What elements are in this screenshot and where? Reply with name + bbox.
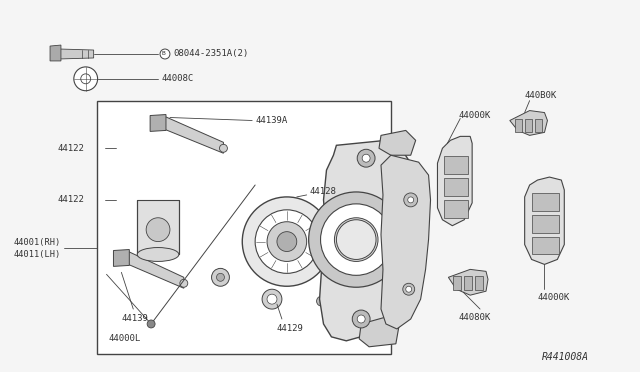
Text: 44139: 44139 <box>122 314 148 324</box>
Circle shape <box>346 230 366 250</box>
Circle shape <box>357 149 375 167</box>
Circle shape <box>357 315 365 323</box>
Circle shape <box>335 218 378 262</box>
Bar <box>464 276 472 290</box>
Circle shape <box>267 294 277 304</box>
Polygon shape <box>129 251 184 288</box>
Text: B: B <box>161 51 165 57</box>
Circle shape <box>212 268 229 286</box>
Circle shape <box>216 273 225 281</box>
Polygon shape <box>137 200 179 254</box>
Bar <box>97 101 391 354</box>
Circle shape <box>317 296 326 306</box>
Polygon shape <box>359 317 399 347</box>
Circle shape <box>146 218 170 241</box>
Circle shape <box>255 210 319 273</box>
Text: 44139A: 44139A <box>255 116 287 125</box>
Bar <box>532 215 559 232</box>
Text: 44000L: 44000L <box>109 334 141 343</box>
Polygon shape <box>379 131 415 155</box>
Circle shape <box>403 283 415 295</box>
Circle shape <box>74 67 98 91</box>
Circle shape <box>81 74 91 84</box>
Polygon shape <box>113 250 129 266</box>
Bar <box>534 119 541 132</box>
Bar <box>532 193 559 211</box>
Text: 44001(RH): 44001(RH) <box>13 238 61 247</box>
Bar <box>444 200 468 218</box>
Circle shape <box>147 320 155 328</box>
Ellipse shape <box>137 193 179 207</box>
Text: 44011(LH): 44011(LH) <box>13 250 61 259</box>
Circle shape <box>267 222 307 262</box>
Polygon shape <box>449 269 488 295</box>
Circle shape <box>220 144 227 152</box>
Circle shape <box>406 286 412 292</box>
Circle shape <box>160 49 170 59</box>
Circle shape <box>337 220 376 259</box>
Ellipse shape <box>137 247 179 262</box>
Text: 44000K: 44000K <box>538 293 570 302</box>
Circle shape <box>262 289 282 309</box>
Text: 440B0K: 440B0K <box>525 91 557 100</box>
Circle shape <box>243 197 332 286</box>
Polygon shape <box>510 110 547 135</box>
Polygon shape <box>438 137 472 226</box>
Text: 44122: 44122 <box>58 144 84 153</box>
Circle shape <box>404 193 418 207</box>
Bar <box>532 237 559 254</box>
Polygon shape <box>150 115 166 131</box>
Bar <box>453 276 461 290</box>
Text: 44122: 44122 <box>58 195 84 204</box>
Text: 44128: 44128 <box>310 187 337 196</box>
Text: 44008C: 44008C <box>161 74 193 83</box>
Bar <box>444 156 468 174</box>
Circle shape <box>180 279 188 287</box>
Bar <box>444 178 468 196</box>
Circle shape <box>308 192 404 287</box>
Polygon shape <box>319 140 411 341</box>
Bar <box>475 276 483 290</box>
Text: 44000K: 44000K <box>458 111 490 120</box>
Circle shape <box>408 197 413 203</box>
Circle shape <box>362 154 370 162</box>
Bar <box>525 119 532 132</box>
Polygon shape <box>60 49 93 59</box>
Polygon shape <box>50 45 61 61</box>
Circle shape <box>321 204 392 275</box>
Text: R441008A: R441008A <box>542 352 589 362</box>
Polygon shape <box>525 177 564 264</box>
Circle shape <box>277 232 297 251</box>
Text: 44129: 44129 <box>277 324 304 333</box>
Polygon shape <box>165 116 223 153</box>
Text: 44080K: 44080K <box>458 312 490 321</box>
Circle shape <box>352 310 370 328</box>
Bar <box>515 119 522 132</box>
Polygon shape <box>381 155 431 329</box>
Text: 08044-2351A(2): 08044-2351A(2) <box>173 49 248 58</box>
